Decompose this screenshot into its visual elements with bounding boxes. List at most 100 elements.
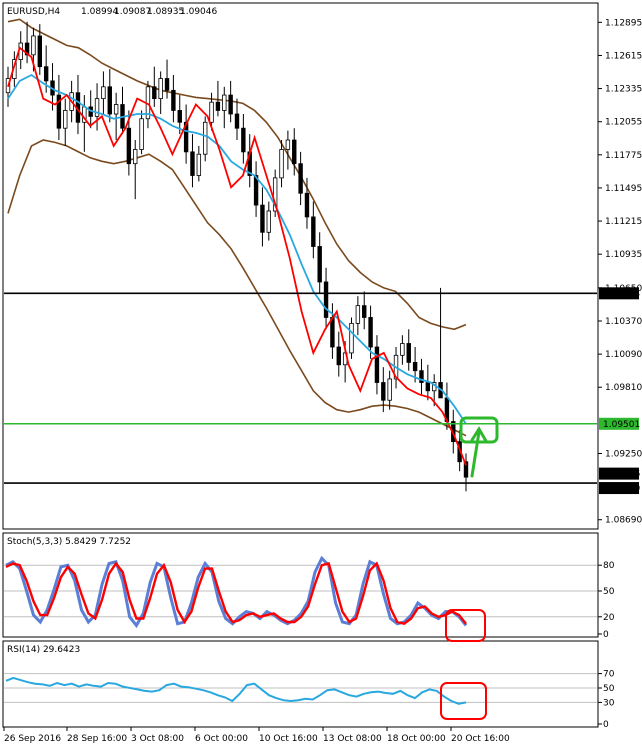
- price-label-text: 1.09046: [603, 470, 640, 480]
- candle-body: [31, 35, 36, 56]
- candle-body: [260, 204, 265, 233]
- candle-body: [113, 104, 119, 115]
- candle-body: [292, 139, 297, 165]
- rsi-tick-label: 30: [603, 698, 615, 708]
- candle-body: [139, 118, 144, 150]
- candle-body: [311, 216, 316, 247]
- time-tick-label: 28 Sep 16:00: [67, 734, 127, 744]
- annotation-red-box-rsi: [440, 682, 487, 720]
- candle-body: [43, 66, 49, 82]
- time-axis: 26 Sep 2016 28 Sep 16:00 3 Oct 08:00 6 Oct …: [3, 727, 510, 744]
- rsi-line: [5, 676, 467, 705]
- rsi-panel: [2, 640, 599, 728]
- price-panel: [2, 2, 599, 530]
- candle-body: [94, 98, 100, 117]
- price-tick-label: 1.10090: [605, 350, 642, 360]
- candle-body: [336, 346, 341, 366]
- rsi-indicator: 70 50 30 0: [4, 670, 615, 730]
- candle-body: [133, 149, 138, 165]
- price-tick-label: 1.11495: [605, 184, 642, 194]
- candle-body: [196, 153, 202, 176]
- candle-body: [323, 281, 329, 318]
- candle-body: [362, 305, 367, 318]
- price-label-tag: [599, 482, 639, 495]
- candle-body: [285, 139, 291, 150]
- candle-body: [183, 121, 189, 153]
- candle-body: [63, 110, 68, 129]
- candle-body: [190, 151, 195, 176]
- candle-body: [412, 362, 418, 372]
- candle-body: [202, 121, 208, 155]
- candle-body: [222, 94, 227, 111]
- candle-body: [171, 89, 176, 111]
- candle-body: [126, 127, 132, 165]
- annotation-red-box-stoch: [445, 609, 486, 642]
- candle-body: [317, 246, 322, 283]
- time-tick-label: 6 Oct 00:00: [195, 734, 248, 744]
- candle-body: [374, 346, 380, 383]
- price-tick-label: 1.12615: [605, 51, 642, 61]
- price-header-open: 1.08994: [81, 7, 118, 17]
- candle-body: [330, 317, 335, 348]
- price-label-tag: [599, 417, 639, 430]
- price-header-symbol: EURUSD,H4: [7, 7, 60, 17]
- candle-body: [234, 113, 240, 129]
- candle-body: [24, 42, 30, 56]
- rsi-tick-label: 50: [603, 684, 615, 694]
- candle-body: [463, 461, 469, 478]
- price-tick-label: 1.09250: [605, 449, 642, 459]
- rsi-tick-label: 70: [603, 670, 615, 680]
- candle-body: [56, 94, 62, 129]
- price-header-close: 1.09046: [180, 7, 217, 17]
- annotation-green-box: [459, 416, 499, 444]
- price-label-text: 1.09000: [603, 484, 640, 494]
- price-header-high: 1.09087: [114, 7, 151, 17]
- candle-body: [298, 163, 303, 194]
- time-tick-label: 13 Oct 08:00: [323, 734, 382, 744]
- time-tick-label: 18 Oct 00:00: [387, 734, 446, 744]
- candle-body: [387, 378, 392, 401]
- candle-body: [253, 175, 259, 206]
- stoch-header: Stoch(5,3,3) 5.8429 7.7252: [7, 537, 131, 547]
- stoch-panel: [2, 532, 599, 638]
- candle-body: [272, 177, 278, 212]
- price-tick-label: 1.11775: [605, 151, 642, 161]
- price-tick-label: 1.10370: [605, 317, 642, 327]
- candle-body: [355, 305, 361, 324]
- candle-body: [419, 370, 424, 383]
- price-tick-label: 1.08690: [605, 516, 642, 526]
- price-axis: 1.12895 1.12615 1.12335 1.12055 1.11775 1.114…: [598, 18, 642, 526]
- candle-body: [37, 35, 43, 68]
- candle-body: [304, 192, 310, 218]
- candle-body: [381, 382, 386, 401]
- time-tick-label: 20 Oct 16:00: [451, 734, 510, 744]
- candle-body: [400, 343, 405, 356]
- candle-body: [368, 317, 373, 348]
- price-header-low: 1.08935: [147, 7, 184, 17]
- candle-body: [101, 86, 106, 100]
- price-label-tag: [599, 467, 639, 480]
- price-tick-label: 1.12895: [605, 18, 642, 28]
- candlesticks: [5, 21, 469, 492]
- price-tick-label: 1.10935: [605, 250, 642, 260]
- candle-body: [209, 101, 214, 123]
- time-tick-label: 3 Oct 08:00: [131, 734, 184, 744]
- stochastic-oscillator: 80 50 20 0: [4, 555, 615, 640]
- candle-body: [228, 94, 233, 115]
- candle-body: [152, 86, 157, 100]
- candle-body: [279, 149, 284, 179]
- rsi-tick-label: 0: [603, 720, 609, 730]
- stoch-tick-label: 50: [603, 587, 615, 597]
- moving-averages: [7, 46, 467, 466]
- candle-body: [107, 86, 112, 115]
- time-tick-label: 10 Oct 16:00: [259, 734, 318, 744]
- annotation-green-arrow: [470, 426, 488, 478]
- time-tick-label: 26 Sep 2016: [4, 734, 61, 744]
- price-tick-label: 1.12055: [605, 118, 642, 128]
- candle-body: [158, 78, 163, 100]
- candle-body: [241, 127, 246, 153]
- price-tick-label: 1.12335: [605, 85, 642, 95]
- price-label-text: 1.10604: [603, 289, 640, 299]
- candle-body: [425, 382, 431, 392]
